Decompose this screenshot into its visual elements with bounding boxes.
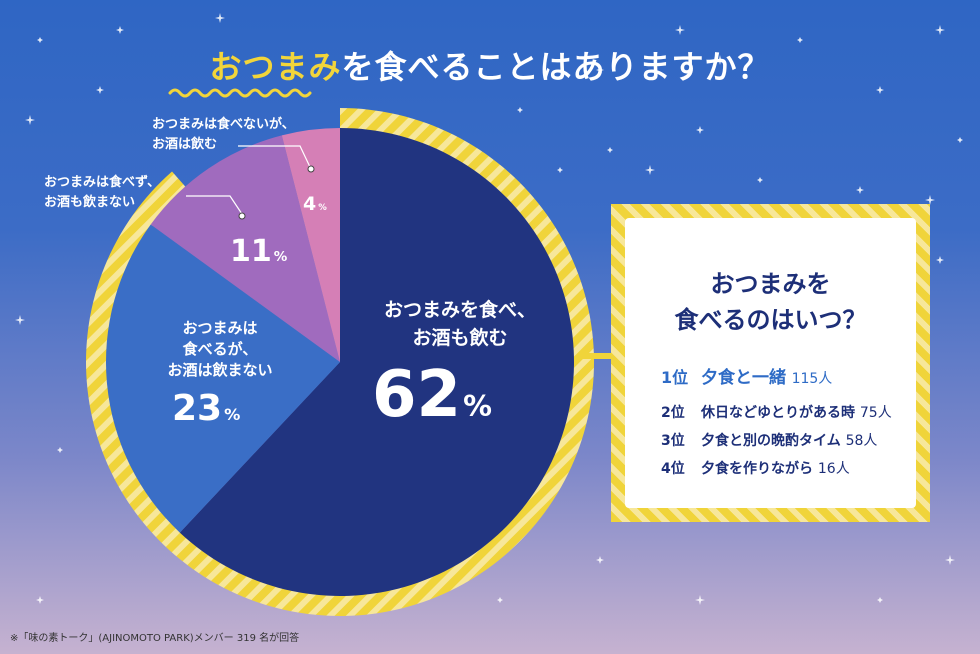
pie-slice-11 (150, 135, 340, 362)
star (675, 25, 685, 35)
star (936, 256, 944, 264)
slice-11-percent: 11% (230, 234, 287, 269)
slice-62-label: おつまみを食べ、 お酒も飲む (360, 297, 560, 352)
ranking-panel: おつまみを 食べるのはいつ？ 1位 夕食と一緒 115人 2位 休日などゆとりがある… (611, 204, 930, 522)
ranking-item-3: 3位 夕食と別の晩酌タイム 58人 (661, 430, 877, 450)
footnote: ※「味の素トーク」(AJINOMOTO PARK)メンバー 319 名が回答 (10, 633, 300, 644)
ranking-item-2-rank: 2位 (661, 405, 685, 421)
slice-23-value: 23 (172, 388, 223, 429)
star (925, 195, 935, 205)
ranking-item-1-label: 夕食と一緒 (701, 368, 786, 388)
star (757, 177, 763, 183)
slice-62-unit: % (463, 389, 492, 423)
ranking-item-2: 2位 休日などゆとりがある時 75人 (661, 402, 892, 422)
star (935, 25, 945, 35)
star (116, 26, 124, 34)
ranking-item-1: 1位 夕食と一緒 115人 (661, 363, 832, 388)
star (856, 186, 864, 194)
slice-62-label-line2: お酒も飲む (412, 326, 508, 349)
slice-4-callout: おつまみは食べないが、 お酒は飲む (152, 115, 295, 155)
ranking-item-4-count: 16人 (817, 461, 850, 477)
ranking-item-4: 4位 夕食を作りながら 16人 (661, 458, 850, 478)
pie-slice-23 (105, 224, 340, 533)
ranking-item-1-rank: 1位 (661, 368, 689, 387)
ranking-title-line2: 食べるのはいつ？ (674, 306, 867, 334)
leader-line-11 (186, 195, 243, 215)
slice-23-label: おつまみは 食べるが、 お酒は飲まない (145, 318, 295, 381)
leader-line-4 (238, 145, 311, 168)
leader-lines (186, 145, 315, 220)
ranking-panel-body: おつまみを 食べるのはいつ？ 1位 夕食と一緒 115人 2位 休日などゆとりがある… (625, 218, 916, 508)
star (945, 555, 955, 565)
star (36, 596, 44, 604)
slice-4-label-line2: お酒は飲む (152, 137, 218, 153)
page-title: おつまみを食べることはありますか？ (0, 42, 980, 88)
ranking-title-line1: おつまみを (710, 270, 831, 298)
title-underline-wave (168, 88, 312, 98)
star (456, 56, 464, 64)
ranking-item-3-label: 夕食と別の晩酌タイム (701, 433, 841, 449)
slice-23-label-line2: 食べるが、 (182, 340, 258, 358)
pie-slice-4 (281, 128, 340, 362)
slice-4-unit: % (318, 203, 327, 213)
star (517, 107, 523, 113)
star (596, 556, 604, 564)
star (645, 165, 655, 175)
ranking-item-2-count: 75人 (859, 405, 892, 421)
title-highlight: おつまみ (209, 48, 342, 86)
star (715, 55, 725, 65)
slice-23-unit: % (224, 405, 241, 424)
star (876, 86, 884, 94)
title-rest: を食べることはありますか？ (341, 48, 771, 86)
slice-62-label-line1: おつまみを食べ、 (383, 299, 536, 321)
slice-62-value: 62 (372, 358, 462, 432)
star (15, 315, 25, 325)
slice-11-value: 11 (230, 234, 272, 269)
star (96, 86, 104, 94)
pie-slice-62 (179, 128, 574, 596)
star (215, 13, 225, 23)
star (696, 126, 704, 134)
slice-11-label-line2: お酒も飲まない (44, 195, 136, 211)
ranking-item-2-label: 休日などゆとりがある時 (701, 405, 855, 421)
slice-4-label-line1: おつまみは食べないが、 (152, 117, 295, 132)
ranking-title: おつまみを 食べるのはいつ？ (625, 266, 916, 338)
star (797, 37, 803, 43)
star (877, 597, 883, 603)
slice-11-unit: % (273, 249, 288, 265)
ranking-item-4-rank: 4位 (661, 461, 685, 477)
star (607, 147, 613, 153)
slice-4-percent: 4% (303, 193, 327, 215)
star (596, 66, 604, 74)
star (557, 167, 563, 173)
ranking-item-3-count: 58人 (845, 433, 878, 449)
ranking-item-1-count: 115人 (791, 371, 833, 387)
slice-23-label-line3: お酒は飲まない (167, 361, 273, 379)
star (497, 597, 503, 603)
star (37, 37, 43, 43)
slice-62-percent: 62% (372, 358, 492, 432)
connector-line (578, 353, 614, 359)
slice-23-percent: 23% (172, 388, 240, 429)
ranking-item-4-label: 夕食を作りながら (701, 461, 813, 477)
slice-11-label-line1: おつまみは食べず、 (44, 175, 161, 190)
star (57, 447, 63, 453)
leader-dot-11 (238, 212, 246, 220)
star (957, 137, 963, 143)
leader-dot-4 (307, 165, 315, 173)
slice-4-value: 4 (303, 193, 317, 215)
slice-23-label-line1: おつまみは (182, 319, 258, 337)
star (695, 595, 705, 605)
slice-11-callout: おつまみは食べず、 お酒も飲まない (44, 173, 160, 213)
star (25, 115, 35, 125)
ranking-item-3-rank: 3位 (661, 433, 685, 449)
